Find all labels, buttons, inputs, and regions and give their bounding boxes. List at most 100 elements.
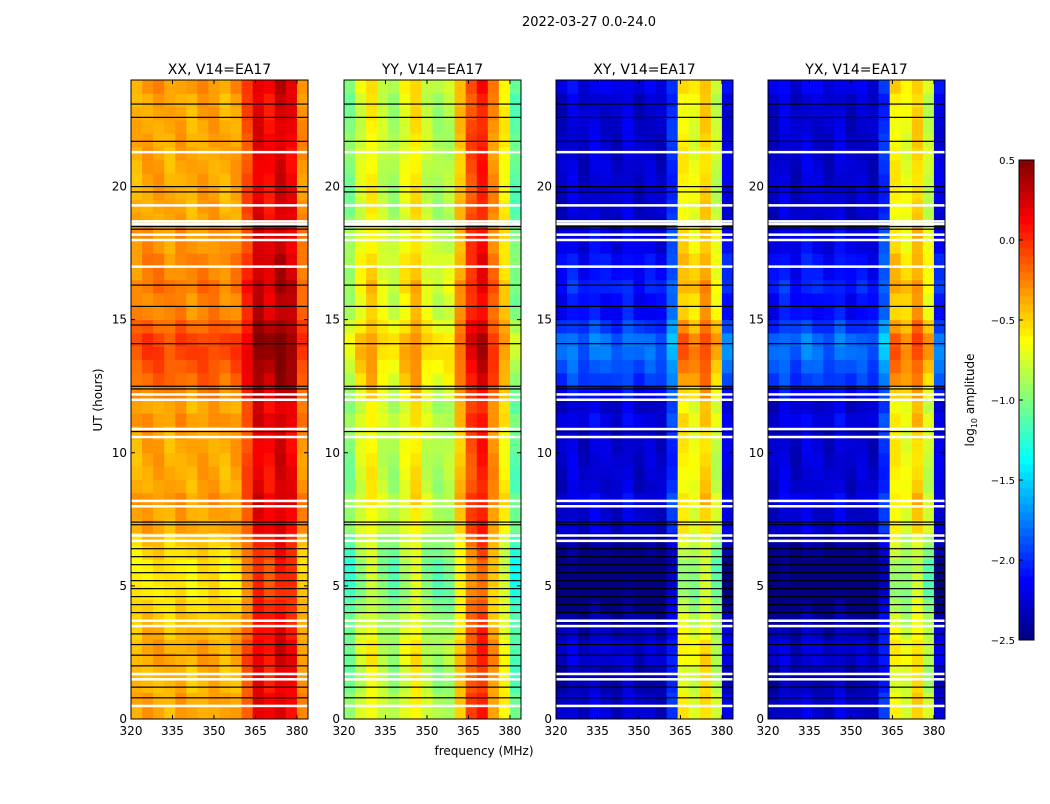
gap-line: [344, 596, 521, 598]
heatmap-cell: [611, 652, 623, 667]
heatmap-cell: [153, 572, 165, 587]
heatmap-cell: [867, 159, 880, 174]
heatmap-cell: [355, 599, 367, 613]
heatmap-cell: [252, 386, 265, 400]
heatmap-cell: [274, 585, 287, 600]
heatmap-cell: [889, 585, 902, 600]
heatmap-cell: [889, 506, 902, 520]
heatmap-cell: [600, 506, 612, 520]
heatmap-cell: [889, 239, 902, 254]
heatmap-cell: [845, 412, 857, 427]
heatmap-cell: [666, 665, 679, 680]
heatmap-cell: [399, 532, 411, 547]
heatmap-cell: [509, 545, 522, 560]
heatmap-cell: [208, 186, 220, 201]
heatmap-cell: [498, 692, 511, 707]
heatmap-cell: [779, 519, 791, 534]
heatmap-cell: [878, 199, 891, 214]
heatmap-cell: [677, 705, 690, 720]
heatmap-cell: [410, 359, 422, 374]
gap-line: [344, 654, 521, 656]
heatmap-cell: [578, 705, 590, 720]
heatmap-cell: [296, 452, 309, 467]
heatmap-cell: [131, 186, 143, 201]
gap-line: [344, 324, 521, 326]
heatmap-cell: [454, 492, 467, 507]
heatmap-cell: [410, 585, 422, 600]
heatmap-cell: [933, 545, 946, 560]
colorbar-segment: [1019, 312, 1034, 321]
heatmap-cell: [823, 332, 835, 347]
heatmap-cell: [801, 306, 813, 321]
heatmap-cell: [454, 319, 467, 334]
colorbar-segment: [1019, 264, 1034, 273]
heatmap-cell: [710, 133, 723, 148]
heatmap-cell: [197, 146, 209, 161]
heatmap-cell: [285, 346, 298, 361]
heatmap-cell: [366, 213, 378, 227]
heatmap-cell: [889, 599, 902, 613]
colorbar-segment: [1019, 240, 1034, 249]
heatmap-cell: [856, 705, 869, 720]
heatmap-cell: [867, 359, 880, 374]
heatmap-cell: [410, 279, 422, 294]
heatmap-cell: [263, 306, 276, 321]
heatmap-cell: [622, 93, 634, 108]
heatmap-cell: [688, 466, 701, 480]
heatmap-cell: [509, 559, 522, 574]
heatmap-cell: [274, 679, 287, 693]
heatmap-cell: [779, 692, 791, 707]
heatmap-cell: [219, 119, 232, 134]
heatmap-cell: [388, 559, 400, 574]
heatmap-cell: [611, 492, 623, 507]
heatmap-cell: [153, 119, 165, 134]
heatmap-cell: [263, 506, 276, 520]
heatmap-cell: [933, 452, 946, 467]
gap-line: [131, 116, 308, 118]
gap-line: [131, 564, 308, 566]
heatmap-cell: [699, 506, 712, 520]
heatmap-cell: [230, 652, 243, 667]
heatmap-cell: [867, 705, 880, 720]
heatmap-cell: [296, 599, 309, 613]
heatmap-cell: [878, 133, 891, 148]
heatmap-cell: [296, 186, 309, 201]
heatmap-cell: [688, 479, 701, 494]
heatmap-cell: [197, 692, 209, 707]
heatmap-cell: [487, 705, 500, 720]
heatmap-cell: [779, 319, 791, 334]
heatmap-cell: [611, 226, 623, 241]
heatmap-cell: [900, 532, 913, 547]
heatmap-cell: [823, 665, 835, 680]
heatmap-cell: [856, 492, 869, 507]
heatmap-cell: [285, 359, 298, 374]
heatmap-cell: [600, 599, 612, 613]
heatmap-cell: [600, 625, 612, 640]
heatmap-cell: [344, 106, 356, 121]
heatmap-cell: [823, 239, 835, 254]
heatmap-cell: [823, 572, 835, 587]
heatmap-cell: [600, 226, 612, 241]
heatmap-cell: [164, 146, 176, 161]
heatmap-cell: [790, 612, 802, 627]
heatmap-cell: [285, 372, 298, 387]
heatmap-cell: [410, 412, 422, 427]
heatmap-cell: [443, 639, 456, 653]
colorbar-segment: [1019, 440, 1034, 449]
flagged-row: [556, 435, 733, 439]
heatmap-cell: [355, 80, 367, 94]
flagged-row: [344, 619, 521, 622]
heatmap-cell: [377, 412, 389, 427]
heatmap-cell: [845, 625, 857, 640]
heatmap-cell: [219, 133, 232, 148]
heatmap-cell: [219, 186, 232, 201]
heatmap-cell: [845, 133, 857, 148]
heatmap-cell: [443, 585, 456, 600]
heatmap-cell: [465, 266, 478, 281]
heatmap-cells: [768, 80, 946, 720]
heatmap-cell: [790, 319, 802, 334]
heatmap-cell: [567, 372, 579, 387]
heatmap-cell: [230, 93, 243, 108]
colorbar-segment: [1019, 216, 1034, 225]
